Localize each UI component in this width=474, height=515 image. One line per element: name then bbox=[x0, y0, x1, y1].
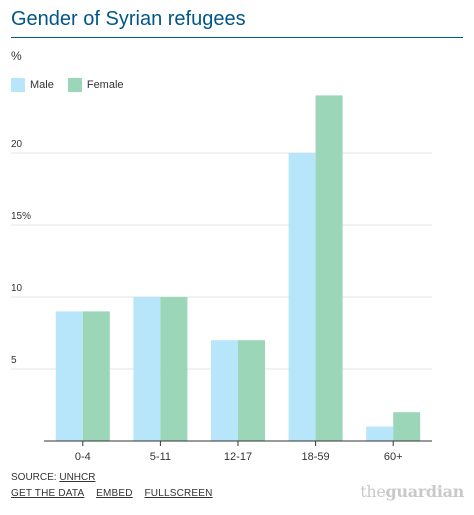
legend-swatch-female bbox=[67, 78, 82, 92]
legend-item-male: Male bbox=[11, 78, 54, 92]
bar-female-5-11 bbox=[160, 297, 188, 441]
bar-female-60+ bbox=[393, 412, 421, 441]
bar-male-18-59 bbox=[288, 153, 316, 441]
chart-title: Gender of Syrian refugees bbox=[11, 8, 246, 30]
x-tick-label-12-17: 12-17 bbox=[224, 451, 252, 463]
title-divider bbox=[11, 37, 463, 38]
legend-label-male: Male bbox=[30, 79, 54, 91]
legend-label-female: Female bbox=[86, 79, 124, 91]
x-tick-label-0-4: 0-4 bbox=[75, 451, 91, 463]
bar-male-5-11 bbox=[133, 297, 161, 441]
bar-female-18-59 bbox=[315, 95, 343, 442]
chart-legend: Male Female bbox=[11, 78, 138, 92]
legend-swatch-male bbox=[11, 78, 25, 92]
y-axis-unit-label: % bbox=[11, 49, 22, 63]
get-data-link[interactable]: GET THE DATA bbox=[11, 488, 85, 499]
bar-male-60+ bbox=[366, 426, 394, 441]
bar-female-0-4 bbox=[82, 311, 110, 441]
x-tick-label-18-59: 18-59 bbox=[302, 451, 330, 463]
y-tick-label-10: 10 bbox=[11, 283, 23, 294]
bar-male-0-4 bbox=[55, 311, 83, 441]
bar-male-12-17 bbox=[211, 340, 238, 441]
y-tick-label-15: 15% bbox=[11, 211, 31, 222]
source-link[interactable]: UNHCR bbox=[59, 472, 96, 483]
bar-chart: 5 10 15% 20 0-4 5-11 12-17 18-59 60+ bbox=[11, 95, 432, 463]
embed-link[interactable]: EMBED bbox=[96, 488, 133, 499]
source-prefix: SOURCE: bbox=[11, 472, 57, 483]
fullscreen-link[interactable]: FULLSCREEN bbox=[144, 488, 213, 499]
logo-the: the bbox=[360, 482, 386, 501]
x-tick-label-5-11: 5-11 bbox=[150, 451, 171, 463]
y-tick-label-20: 20 bbox=[11, 139, 23, 150]
logo-guardian: guardian bbox=[385, 482, 465, 501]
source-line: SOURCE: UNHCR bbox=[11, 472, 95, 483]
bar-female-12-17 bbox=[238, 340, 265, 441]
y-tick-label-5: 5 bbox=[11, 355, 17, 366]
legend-item-female: Female bbox=[67, 78, 124, 92]
footer-links: GET THE DATA EMBED FULLSCREEN bbox=[11, 488, 222, 499]
guardian-logo: theguardian bbox=[360, 482, 464, 501]
x-tick-label-60+: 60+ bbox=[384, 451, 403, 463]
